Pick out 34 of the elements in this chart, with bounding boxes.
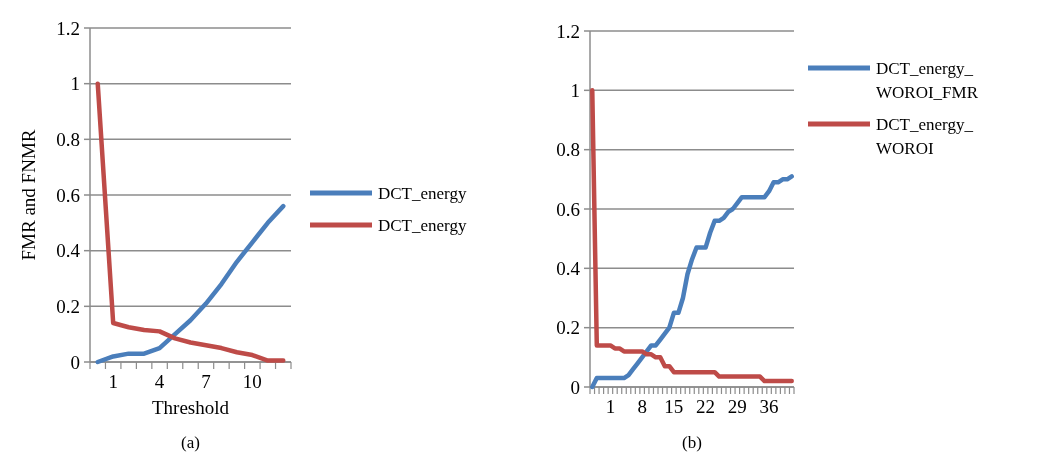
x-tick-label: 29 <box>727 396 747 417</box>
y-tick-label: 1 <box>70 73 80 95</box>
y-tick-label: 0.8 <box>556 139 580 161</box>
line-series <box>95 203 286 365</box>
x-tick-label: 1 <box>108 371 118 392</box>
x-axis-title: Threshold <box>151 397 230 418</box>
x-tick-label: 4 <box>154 371 165 392</box>
legend-label: DCT_energy <box>378 184 467 203</box>
legend-label: DCT_energy <box>378 216 467 235</box>
y-tick-label: 0.8 <box>56 128 80 150</box>
x-tick-label: 7 <box>201 371 211 392</box>
y-tick-label: 0.2 <box>56 295 80 317</box>
legend-label: DCT_energy_WOROI_FMR <box>876 59 979 102</box>
y-axis-title: FMR and FNMR <box>18 129 39 261</box>
y-tick-label: 0.2 <box>556 317 580 339</box>
x-tick-label: 22 <box>696 396 716 417</box>
legend-label: DCT_energy_WOROI <box>876 115 974 158</box>
y-tick-label: 0.6 <box>556 198 580 220</box>
y-tick-label: 0 <box>570 376 580 398</box>
x-tick-label: 36 <box>759 396 779 417</box>
y-tick-label: 1 <box>570 79 580 101</box>
y-tick-label: 0 <box>70 351 80 373</box>
y-tick-label: 0.6 <box>56 184 80 206</box>
y-tick-label: 0.4 <box>56 240 81 262</box>
text: (b) <box>682 433 702 452</box>
y-tick-label: 0.4 <box>556 257 581 279</box>
line-series <box>95 81 286 363</box>
y-tick-label: 1.2 <box>56 17 80 39</box>
x-tick-label: 15 <box>664 396 684 417</box>
y-tick-label: 1.2 <box>556 20 580 42</box>
x-tick-label: 8 <box>637 396 647 417</box>
text: (a) <box>181 433 200 452</box>
x-tick-label: 1 <box>605 396 616 417</box>
x-tick-label: 10 <box>242 371 262 392</box>
